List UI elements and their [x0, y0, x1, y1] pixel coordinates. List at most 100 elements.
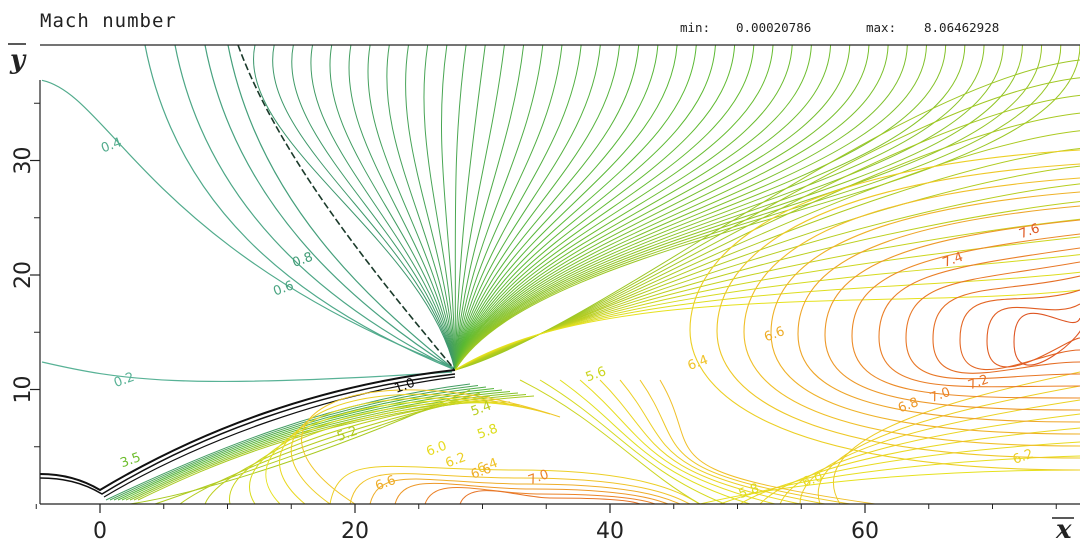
contour-line	[454, 45, 870, 371]
contour-line	[743, 177, 1080, 447]
contour-line	[986, 303, 1080, 368]
contour-line	[454, 45, 985, 371]
contour-line	[454, 45, 812, 371]
contour-line	[959, 289, 1080, 371]
body-surface	[40, 369, 456, 492]
contour-line	[329, 45, 456, 371]
contour-line	[454, 45, 640, 371]
contour-line	[454, 45, 908, 371]
contour-label: 0.4	[99, 135, 124, 156]
contour-label: 1.0	[393, 376, 418, 397]
contour-line	[265, 400, 531, 504]
contour-line	[249, 402, 521, 504]
contour-label: 6.6	[469, 462, 494, 483]
contour-label: 7.0	[526, 467, 551, 488]
contour-line	[619, 379, 826, 504]
contour-label: 0.2	[112, 370, 137, 391]
contour-line	[639, 379, 851, 504]
contour-line	[905, 261, 1080, 380]
contour-line	[386, 45, 456, 371]
x-tick-label: 60	[851, 519, 879, 541]
max-label: max:	[866, 20, 897, 35]
contour-line	[824, 219, 1080, 411]
contour-line	[817, 385, 1080, 504]
contour-line	[41, 79, 456, 369]
contour-label: 6.4	[475, 456, 500, 477]
contour-label: 5.8	[475, 421, 500, 442]
contour-line	[454, 45, 621, 371]
contour-lines	[40, 45, 1080, 504]
contour-line	[599, 379, 801, 504]
contour-label: 6.2	[1011, 447, 1036, 468]
contour-line	[348, 45, 456, 371]
contour-line	[797, 205, 1080, 423]
contour-label: 6.6	[762, 324, 787, 345]
contour-line	[113, 386, 487, 501]
contour-line	[454, 45, 928, 371]
contour-line	[204, 398, 501, 504]
contour-line	[454, 45, 563, 371]
contour-label: 6.0	[424, 439, 449, 460]
contour-line	[779, 413, 1080, 504]
body-surface	[40, 373, 456, 495]
contour-line	[394, 482, 669, 504]
contour-line	[770, 191, 1080, 435]
contour-label: 6.8	[896, 395, 921, 416]
contour-line	[716, 163, 1080, 459]
chart-title: Mach number	[40, 10, 177, 32]
contour-label: 6.0	[801, 470, 826, 491]
contour-label: 5.8	[737, 481, 762, 502]
contour-labels: 0.40.20.80.61.05.25.45.65.86.06.2 6.46.66…	[99, 135, 1042, 502]
y-tick-label: 20	[11, 261, 36, 289]
sonic-line	[237, 45, 456, 371]
contour-line	[454, 45, 947, 371]
contour-line	[454, 45, 582, 371]
contour-label: 5.6	[584, 364, 609, 385]
contour-line	[454, 45, 486, 371]
contour-line	[851, 233, 1080, 399]
contour-line	[719, 455, 1080, 504]
contour-line	[253, 45, 456, 371]
contour-line	[454, 45, 736, 371]
contour-label: 5.4	[469, 399, 494, 420]
contour-line	[454, 45, 601, 371]
min-value: 0.00020786	[736, 20, 812, 35]
contour-line	[454, 45, 716, 371]
contour-line	[454, 45, 793, 371]
contour-line	[291, 45, 456, 371]
min-label: min:	[680, 20, 711, 35]
y-tick-label: 10	[11, 376, 36, 404]
contour-line	[689, 149, 1080, 471]
contour-label: 6.2	[444, 450, 469, 471]
contour-line	[272, 45, 456, 371]
contour-line	[454, 45, 697, 371]
x-tick-label: 0	[93, 519, 107, 541]
contour-line	[367, 45, 456, 371]
contour-line	[174, 45, 456, 371]
contour-line	[454, 45, 832, 371]
contour-line	[454, 45, 1080, 371]
contour-label: 0.8	[291, 250, 316, 271]
contour-line	[41, 361, 453, 383]
contour-line	[799, 399, 1080, 504]
contour-line	[369, 478, 681, 504]
x-tick-label: 40	[596, 519, 624, 541]
contour-line	[539, 379, 726, 504]
contour-line	[454, 45, 966, 371]
contour-line	[832, 371, 1080, 504]
contour-label: 0.6	[271, 278, 296, 299]
contour-label: 3.5	[118, 450, 143, 471]
y-axis-label: y	[9, 45, 27, 75]
contour-line	[519, 379, 701, 504]
contour-label: 7.6	[1017, 221, 1042, 242]
contour-line	[204, 45, 456, 371]
contour-line	[459, 490, 641, 504]
body-surface	[103, 376, 456, 498]
contour-label: 6.4	[686, 353, 711, 374]
contour-label: 7.2	[966, 372, 991, 393]
x-axis-label: x	[1055, 515, 1072, 541]
contour-label: 7.4	[941, 250, 966, 271]
contour-line	[229, 401, 511, 504]
contour-label: 6.6	[373, 473, 398, 494]
